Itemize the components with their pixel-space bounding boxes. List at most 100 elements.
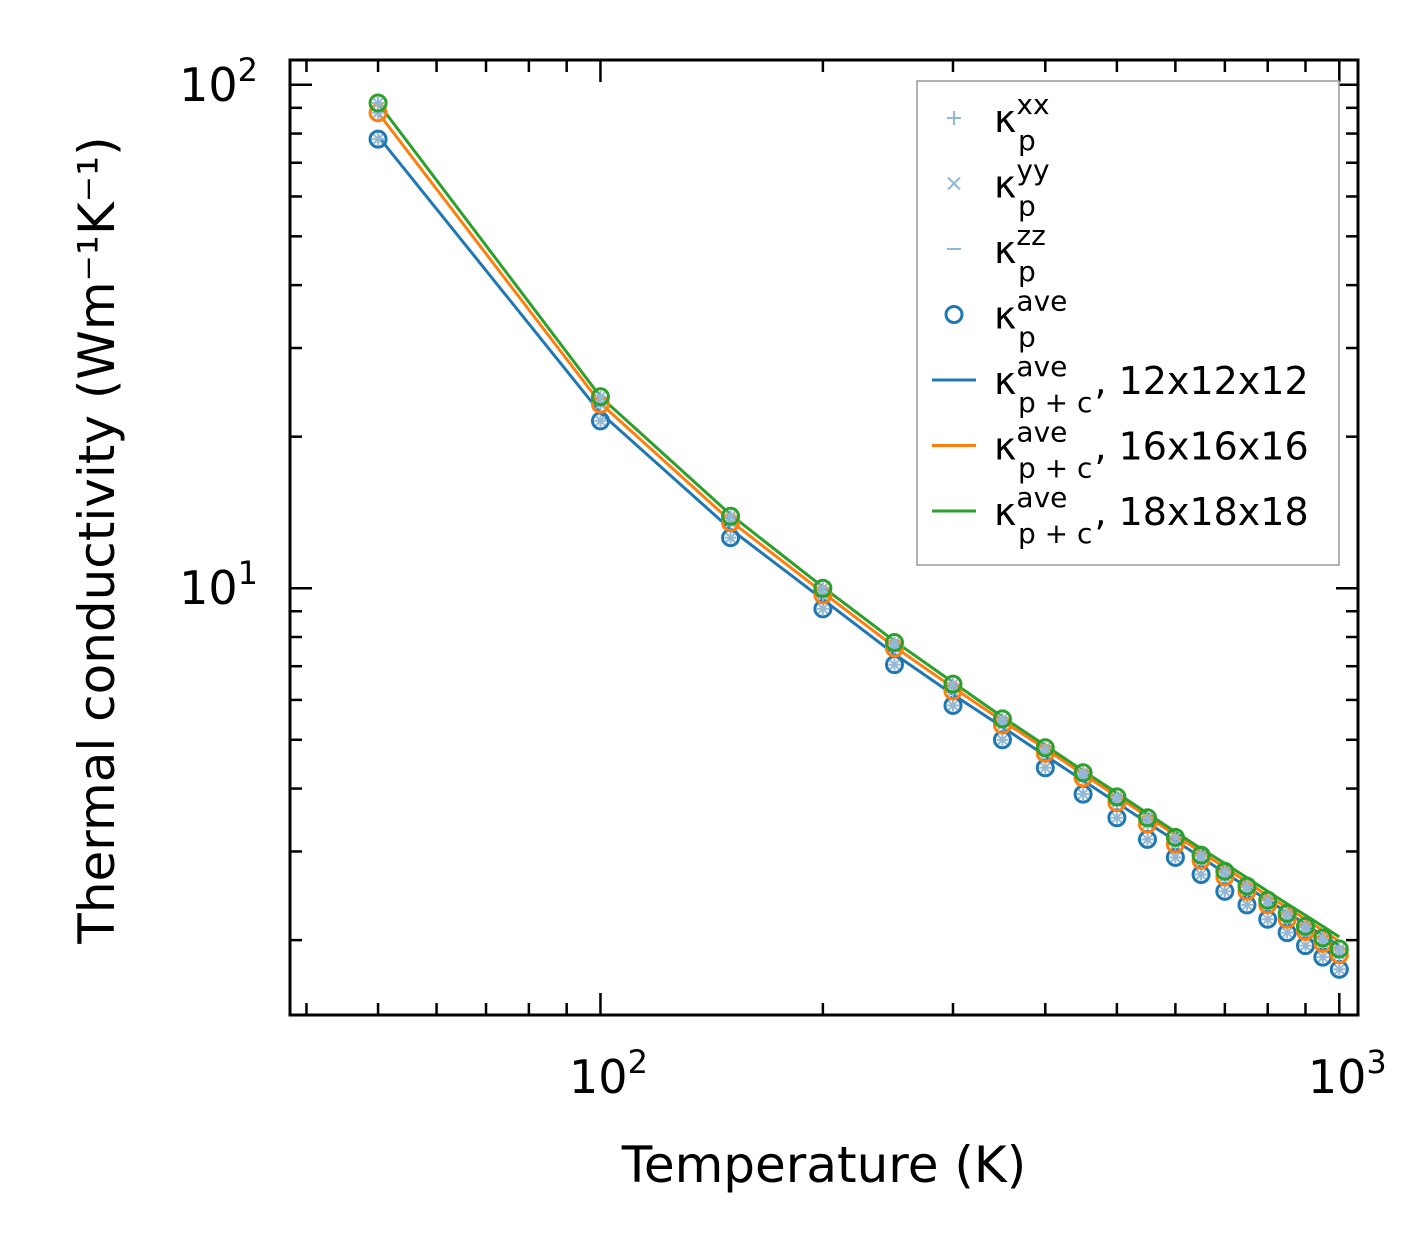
component-cross-b bbox=[1195, 849, 1207, 861]
legend-kappa: κ bbox=[994, 490, 1016, 534]
component-cross-b bbox=[997, 734, 1008, 745]
data-point bbox=[368, 93, 388, 113]
legend-kappa: κ bbox=[994, 359, 1016, 403]
legend-circle-marker bbox=[944, 305, 964, 324]
legend-subscript: p + c bbox=[1018, 386, 1092, 419]
data-point bbox=[590, 387, 610, 407]
data-point bbox=[1237, 895, 1257, 915]
tick-exponent: 3 bbox=[1366, 1043, 1386, 1081]
component-cross-b bbox=[1334, 964, 1345, 975]
component-cross-b bbox=[889, 637, 900, 648]
data-point bbox=[884, 633, 904, 653]
legend-suffix: , 18x18x18 bbox=[1094, 490, 1308, 534]
average-circle-marker bbox=[1191, 865, 1211, 885]
component-cross-b bbox=[817, 603, 829, 615]
component-cross-b bbox=[1142, 812, 1153, 823]
tick-exponent: 1 bbox=[238, 554, 258, 592]
y-tick-label: 101 bbox=[179, 554, 258, 615]
average-circle-marker bbox=[992, 709, 1012, 729]
average-circle-marker bbox=[1295, 936, 1315, 956]
data-point bbox=[590, 411, 610, 431]
data-point bbox=[1137, 829, 1157, 849]
legend-subscript: p bbox=[1018, 124, 1036, 157]
legend-entry-3: κzz p bbox=[947, 219, 1046, 288]
average-circle-marker bbox=[1215, 881, 1235, 901]
data-point bbox=[943, 695, 963, 715]
tick-base: 10 bbox=[1308, 1050, 1367, 1104]
data-point bbox=[943, 674, 963, 694]
component-cross-b bbox=[1317, 951, 1329, 963]
legend-entry-2: κyy p bbox=[947, 154, 1050, 223]
average-circle-marker bbox=[1137, 808, 1157, 828]
data-point bbox=[884, 655, 904, 675]
data-point bbox=[1165, 827, 1185, 847]
component-cross-b bbox=[595, 391, 606, 403]
component-cross-b bbox=[1262, 914, 1273, 925]
component-cross-b bbox=[947, 678, 959, 690]
y-tick-label: 102 bbox=[179, 51, 258, 112]
legend-kappa: κ bbox=[994, 228, 1016, 272]
data-point bbox=[1277, 903, 1297, 923]
component-cross-b bbox=[1077, 788, 1089, 800]
x-tick-label: 102 bbox=[569, 1043, 648, 1104]
component-cross-b bbox=[997, 713, 1008, 725]
component-cross-b bbox=[1195, 869, 1207, 880]
data-point bbox=[992, 709, 1012, 729]
legend-suffix: , 16x16x16 bbox=[1094, 425, 1308, 469]
legend-cross-marker-b bbox=[947, 176, 961, 191]
average-circle-marker bbox=[1258, 890, 1278, 910]
legend-kappa: κ bbox=[994, 163, 1016, 207]
average-circle-marker bbox=[368, 129, 388, 149]
data-point bbox=[1215, 881, 1235, 901]
component-cross-b bbox=[595, 415, 606, 427]
average-circle-marker bbox=[884, 633, 904, 653]
average-circle-marker bbox=[721, 506, 741, 526]
legend-entry-7: κave p + c, 18x18x18 bbox=[932, 481, 1309, 550]
data-point bbox=[1258, 909, 1278, 929]
legend-entry-1: κxx p bbox=[947, 88, 1050, 157]
component-cross-b bbox=[725, 532, 736, 543]
legend-suffix: , 12x12x12 bbox=[1094, 359, 1308, 403]
series-line-3 bbox=[376, 102, 1341, 939]
component-cross-b bbox=[1281, 908, 1293, 919]
legend-superscript: ave bbox=[1016, 350, 1067, 383]
tick-exponent: 2 bbox=[628, 1043, 648, 1081]
component-cross-b bbox=[725, 511, 736, 522]
data-point bbox=[368, 129, 388, 149]
data-point bbox=[1313, 928, 1333, 948]
data-point bbox=[1107, 787, 1127, 807]
data-point bbox=[1191, 845, 1211, 865]
legend-label: κyy p bbox=[994, 154, 1050, 223]
average-circle-marker bbox=[1313, 928, 1333, 948]
legend-box bbox=[916, 80, 1340, 566]
legend-entry-6: κave p + c, 16x16x16 bbox=[932, 416, 1309, 485]
data-point bbox=[1295, 936, 1315, 956]
legend-label: κxx p bbox=[994, 88, 1050, 157]
component-cross-b bbox=[1170, 832, 1181, 843]
component-cross-b bbox=[1241, 899, 1253, 911]
data-point bbox=[1258, 890, 1278, 910]
average-circle-marker bbox=[1329, 939, 1349, 959]
legend-subscript: p bbox=[1018, 255, 1036, 288]
average-circle-marker bbox=[943, 695, 963, 715]
legend-subscript: p + c bbox=[1018, 517, 1092, 550]
data-point bbox=[1035, 758, 1055, 778]
component-cross-b bbox=[372, 97, 384, 109]
data-point bbox=[1237, 876, 1257, 896]
component-cross-b bbox=[1241, 880, 1253, 892]
tick-base: 10 bbox=[569, 1050, 628, 1104]
legend-superscript: yy bbox=[1016, 154, 1049, 187]
average-circle-marker bbox=[1107, 787, 1127, 807]
legend-superscript: ave bbox=[1016, 285, 1067, 318]
component-cross-b bbox=[1170, 852, 1181, 863]
average-circle-marker bbox=[1191, 845, 1211, 865]
component-cross-b bbox=[1111, 791, 1123, 803]
average-circle-marker bbox=[1277, 903, 1297, 923]
component-cross-b bbox=[1262, 895, 1273, 906]
tick-base: 10 bbox=[179, 561, 238, 615]
average-circle-marker bbox=[1215, 861, 1235, 881]
legend-superscript: zz bbox=[1016, 219, 1045, 252]
component-cross-b bbox=[1281, 927, 1293, 938]
